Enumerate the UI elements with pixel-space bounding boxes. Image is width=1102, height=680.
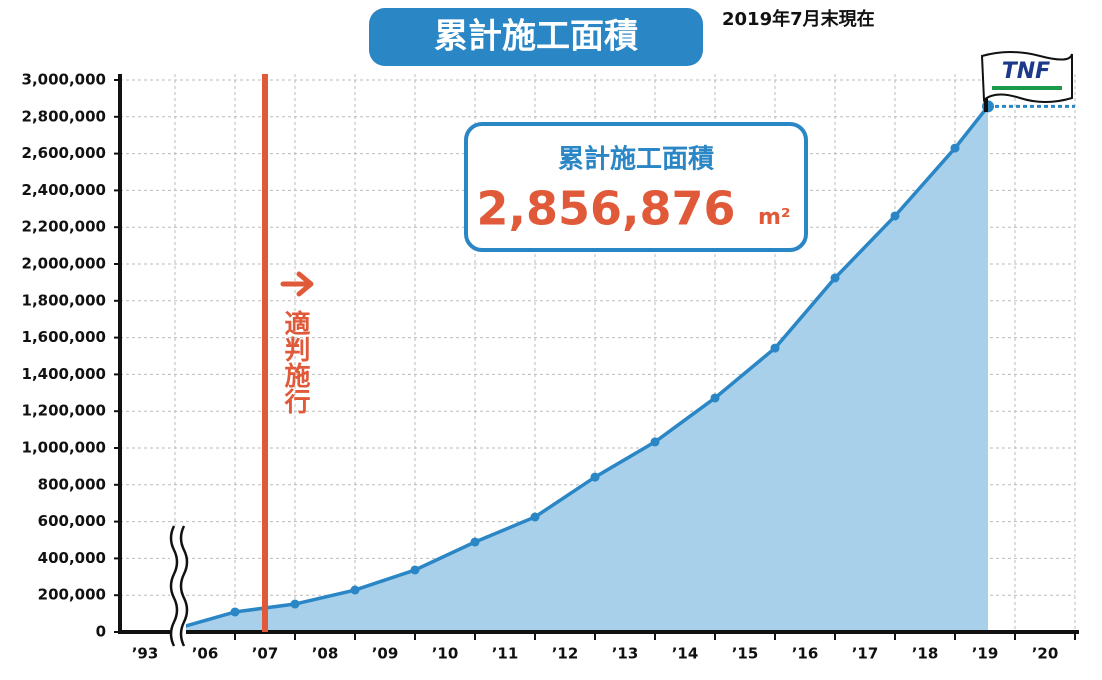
point: [350, 585, 360, 595]
x-tick-label: ’07: [252, 645, 279, 663]
point: [950, 143, 960, 153]
x-tick-label: ’12: [552, 645, 579, 663]
y-tick-label: 2,400,000: [22, 181, 106, 199]
logo: TNF: [1002, 59, 1050, 84]
total-box: [464, 122, 808, 252]
y-tick-label: 3,000,000: [22, 71, 106, 89]
x-tick-label: ’19: [972, 645, 999, 663]
x-tick-label: ’17: [852, 645, 879, 663]
axis-break-gap: [170, 526, 186, 642]
y-tick-label: 1,400,000: [22, 365, 106, 383]
point: [770, 343, 780, 353]
y-tick-label: 2,000,000: [22, 255, 106, 273]
x-tick-label: ’14: [672, 645, 699, 663]
axis-break: [179, 525, 189, 647]
point: [470, 537, 480, 547]
x-tick-label: ’20: [1032, 645, 1059, 663]
area: [175, 106, 988, 632]
x-tick-label: ’13: [612, 645, 639, 663]
x-tick-label: ’09: [372, 645, 399, 663]
point: [410, 565, 420, 575]
y-tick-label: 800,000: [38, 475, 106, 493]
x-tick-label: ’93: [132, 645, 159, 663]
y-tick-label: 1,600,000: [22, 328, 106, 346]
point: [590, 472, 600, 482]
y-tick-label: 200,000: [38, 586, 106, 604]
y-tick-label: 0: [96, 623, 106, 641]
annotation-arrow: [280, 271, 314, 297]
y-tick-label: 2,800,000: [22, 107, 106, 125]
total-value: 2,856,876: [477, 182, 736, 236]
flag: TNF: [980, 51, 1073, 112]
y-tick-label: 1,000,000: [22, 439, 106, 457]
total-unit: m²: [758, 205, 791, 230]
point: [290, 599, 300, 609]
x-tick-label: ’18: [912, 645, 939, 663]
axis-break: [169, 525, 179, 647]
chart-title: 累計施工面積: [434, 17, 638, 57]
x-tick-label: ’15: [732, 645, 759, 663]
point: [890, 211, 900, 221]
x-tick-label: ’10: [432, 645, 459, 663]
chart-subtitle: 2019年7月末現在: [722, 8, 875, 30]
plot: 0 200,000 400,000 600,000 800,000 1,000,000 1,…: [22, 71, 1079, 663]
x-tick-label: ’11: [492, 645, 519, 663]
y-tick-label: 2,600,000: [22, 144, 106, 162]
x-tick-label: ’08: [312, 645, 339, 663]
y-tick-label: 1,200,000: [22, 402, 106, 420]
point: [230, 607, 240, 617]
y-tick-label: 400,000: [38, 549, 106, 567]
annotation: 適判施行: [280, 309, 311, 414]
point: [830, 273, 840, 283]
x-tick-label: ’16: [792, 645, 819, 663]
x-tick-label: ’06: [192, 645, 219, 663]
y-tick-label: 600,000: [38, 512, 106, 530]
total-box-title: 累計施工面積: [558, 144, 714, 175]
point: [530, 512, 540, 522]
point: [710, 393, 720, 403]
title-box: [369, 8, 703, 66]
point: [650, 437, 660, 447]
y-tick-label: 1,800,000: [22, 291, 106, 309]
y-tick-label: 2,200,000: [22, 218, 106, 236]
